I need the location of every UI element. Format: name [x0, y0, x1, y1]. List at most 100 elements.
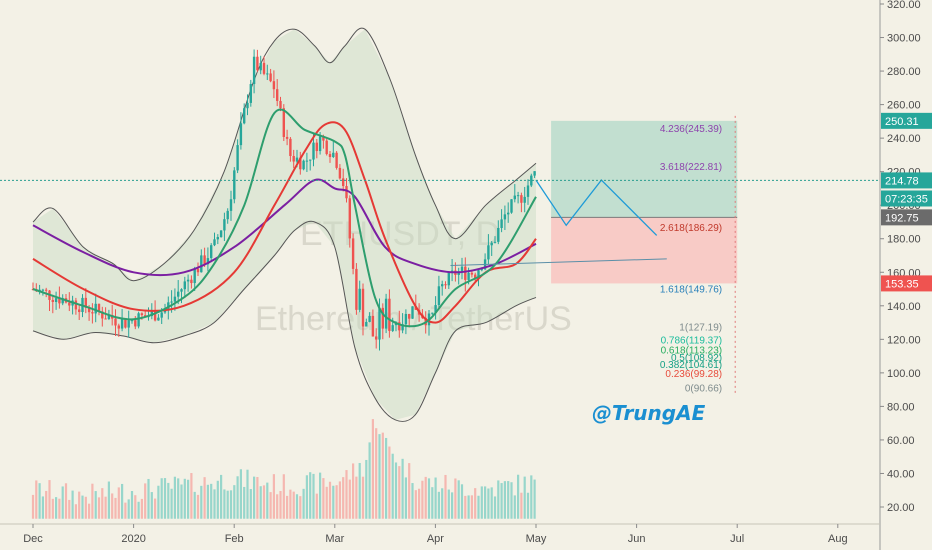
- volume-bar: [431, 487, 434, 519]
- volume-bar: [31, 494, 35, 519]
- price-badge-label: 07:23:35: [885, 193, 928, 205]
- candle-body: [328, 154, 332, 157]
- candle-body: [411, 306, 414, 319]
- candle-body: [401, 324, 404, 331]
- candle-body: [256, 56, 259, 71]
- candle-body: [114, 318, 117, 326]
- volume-bar: [401, 458, 404, 519]
- x-tick-label: Aug: [828, 533, 848, 545]
- candle-body: [464, 266, 467, 280]
- candle-body: [368, 315, 371, 322]
- candle-body: [150, 310, 153, 317]
- volume-bar: [279, 491, 282, 519]
- candle-body: [365, 321, 368, 327]
- y-tick-label: 280.00: [887, 66, 921, 78]
- volume-bar: [477, 495, 480, 519]
- y-tick-label: 120.00: [887, 334, 921, 346]
- volume-bar: [55, 497, 58, 519]
- x-tick-label: Apr: [427, 533, 444, 545]
- volume-bar: [493, 496, 497, 519]
- volume-bar: [48, 480, 51, 519]
- candle-body: [513, 195, 516, 200]
- volume-bar: [206, 484, 209, 519]
- bollinger-fill: [33, 29, 536, 420]
- candle-body: [213, 239, 216, 246]
- volume-bar: [460, 484, 464, 519]
- x-tick-label: Mar: [325, 533, 344, 545]
- candle-body: [441, 284, 444, 287]
- volume-bar: [309, 472, 312, 519]
- volume-bar: [352, 463, 355, 519]
- volume-bar: [154, 498, 157, 519]
- candle-body: [51, 299, 54, 302]
- candle-body: [104, 318, 107, 320]
- candle-body: [78, 309, 81, 313]
- candle-body: [292, 156, 295, 162]
- volume-bar: [183, 478, 186, 519]
- volume-bar: [246, 469, 249, 519]
- candle-body: [309, 159, 312, 161]
- volume-bar: [35, 480, 38, 519]
- volume-bar: [451, 492, 454, 519]
- fib-level-label: 0.5(108.92): [671, 353, 722, 364]
- volume-bar: [480, 486, 483, 519]
- candle-body: [322, 136, 325, 141]
- candle-body: [530, 175, 533, 186]
- candle-body: [173, 296, 177, 302]
- volume-bar: [490, 487, 493, 519]
- candle-body: [312, 142, 315, 160]
- fib-level-label: 0(90.66): [685, 384, 722, 395]
- y-tick-label: 260.00: [887, 100, 921, 112]
- volume-bar: [355, 476, 358, 519]
- candle-body: [249, 84, 252, 103]
- volume-bar: [137, 501, 140, 519]
- volume-bar: [74, 504, 77, 519]
- volume-bar: [262, 485, 266, 519]
- fib-level-label: 0.382(104.61): [660, 360, 722, 371]
- fib-level-label: 1.618(149.76): [660, 284, 722, 295]
- volume-bar: [358, 462, 361, 519]
- candle-body: [477, 270, 480, 279]
- candle-body: [124, 319, 127, 328]
- candle-body: [137, 313, 140, 327]
- volume-bar: [239, 469, 242, 519]
- volume-bar: [404, 477, 407, 519]
- candle-body: [130, 320, 134, 322]
- candle-body: [170, 301, 173, 303]
- price-badge: [881, 209, 932, 226]
- price-badge-label: 153.35: [885, 278, 919, 290]
- candle-body: [520, 195, 523, 203]
- price-badge-label: 214.78: [885, 175, 919, 187]
- candle-body: [345, 186, 348, 199]
- candle-body: [285, 136, 289, 139]
- volume-bar: [385, 437, 388, 519]
- candle-body: [266, 73, 269, 75]
- volume-bar: [368, 442, 371, 519]
- volume-bar: [338, 481, 341, 519]
- volume-bar: [424, 476, 427, 519]
- y-tick-label: 80.00: [887, 401, 915, 413]
- candle-body: [233, 170, 236, 200]
- volume-bar: [484, 486, 487, 519]
- volume-bar: [533, 479, 536, 519]
- volume-bar: [328, 481, 332, 519]
- bollinger-lower-line: [32, 220, 537, 423]
- y-tick-label: 100.00: [887, 368, 921, 380]
- candle-body: [97, 303, 101, 312]
- candle-body: [351, 238, 355, 269]
- volume-bar: [196, 494, 200, 519]
- price-badge: [881, 275, 932, 292]
- candle-body: [437, 286, 441, 306]
- volume-bar: [348, 479, 351, 519]
- candlesticks: [31, 49, 536, 351]
- candle-body: [120, 319, 124, 329]
- volume-bar: [427, 478, 431, 519]
- volume-bar: [467, 495, 470, 519]
- position-zones: [551, 120, 738, 284]
- candle-body: [305, 160, 309, 162]
- projection-line: [535, 179, 658, 236]
- candle-body: [533, 171, 536, 176]
- volume-bar: [371, 419, 374, 519]
